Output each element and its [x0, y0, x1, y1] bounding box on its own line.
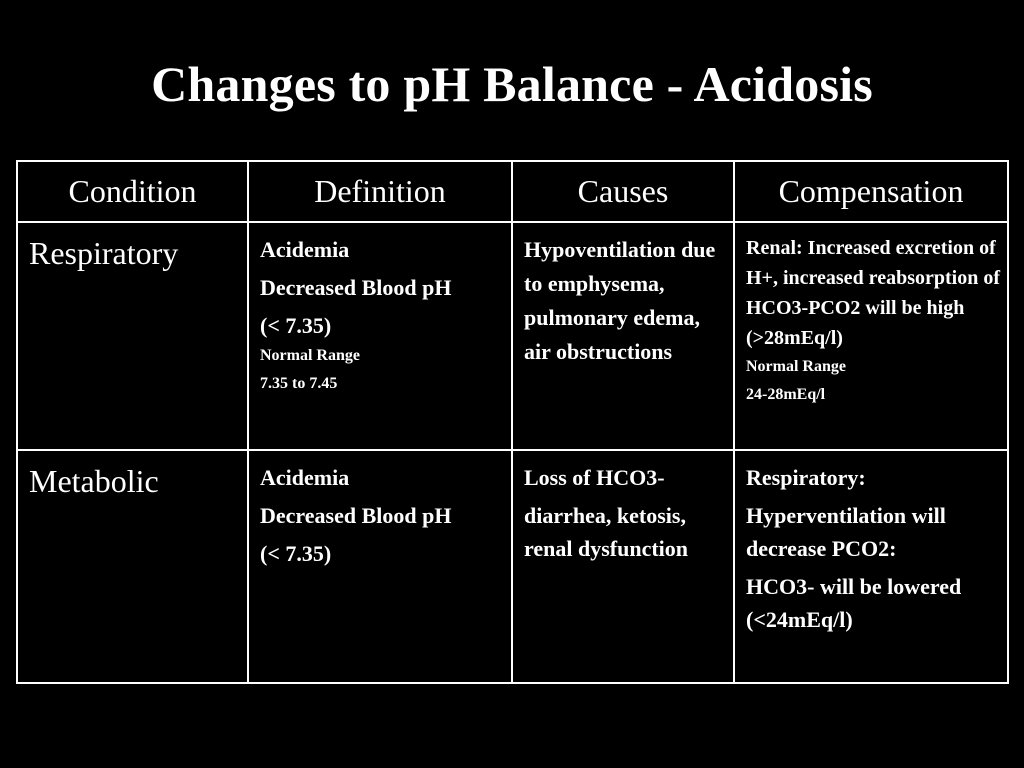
definition-cell: Acidemia Decreased Blood pH (< 7.35) [247, 449, 513, 684]
slide-title: Changes to pH Balance - Acidosis [151, 56, 873, 112]
definition-line: Acidemia [260, 237, 350, 262]
compensation-text: Renal: Increased excretion of H+, increa… [746, 237, 1000, 349]
definition-line: Decreased Blood pH [260, 503, 452, 528]
definition-line: Decreased Blood pH [260, 275, 452, 300]
compensation-cell: Renal: Increased excretion of H+, increa… [733, 221, 1009, 451]
normal-range-label: Normal Range [260, 347, 360, 364]
definition-line: (< 7.35) [260, 313, 332, 338]
compensation-line: Hyperventilation will decrease PCO2: [746, 503, 946, 561]
causes-line: diarrhea, ketosis, renal dysfunction [524, 503, 689, 561]
header-compensation: Compensation [733, 160, 1009, 223]
definition-line: Acidemia [260, 465, 350, 490]
normal-range-label: Normal Range [746, 358, 846, 375]
compensation-line: Respiratory: [746, 465, 866, 490]
table-header-row: Condition Definition Causes Compensation [16, 160, 1009, 223]
header-condition: Condition [16, 160, 249, 223]
table-row-respiratory: Respiratory Acidemia Decreased Blood pH … [16, 221, 1009, 451]
compensation-cell: Respiratory: Hyperventilation will decre… [733, 449, 1009, 684]
causes-cell: Loss of HCO3- diarrhea, ketosis, renal d… [511, 449, 735, 684]
header-definition: Definition [247, 160, 513, 223]
normal-range-value: 7.35 to 7.45 [260, 375, 338, 392]
table-row-metabolic: Metabolic Acidemia Decreased Blood pH (<… [16, 449, 1009, 684]
condition-cell: Metabolic [16, 449, 249, 684]
acidosis-table: Condition Definition Causes Compensation… [16, 160, 1009, 684]
normal-range-value: 24-28mEq/l [746, 386, 826, 403]
header-causes: Causes [511, 160, 735, 223]
condition-cell: Respiratory [16, 221, 249, 451]
causes-line: Loss of HCO3- [524, 465, 665, 490]
definition-line: (< 7.35) [260, 541, 332, 566]
causes-text: Hypoventilation due to emphysema, pulmon… [524, 237, 716, 364]
causes-cell: Hypoventilation due to emphysema, pulmon… [511, 221, 735, 451]
compensation-line: HCO3- will be lowered (<24mEq/l) [746, 574, 962, 632]
definition-cell: Acidemia Decreased Blood pH (< 7.35) Nor… [247, 221, 513, 451]
